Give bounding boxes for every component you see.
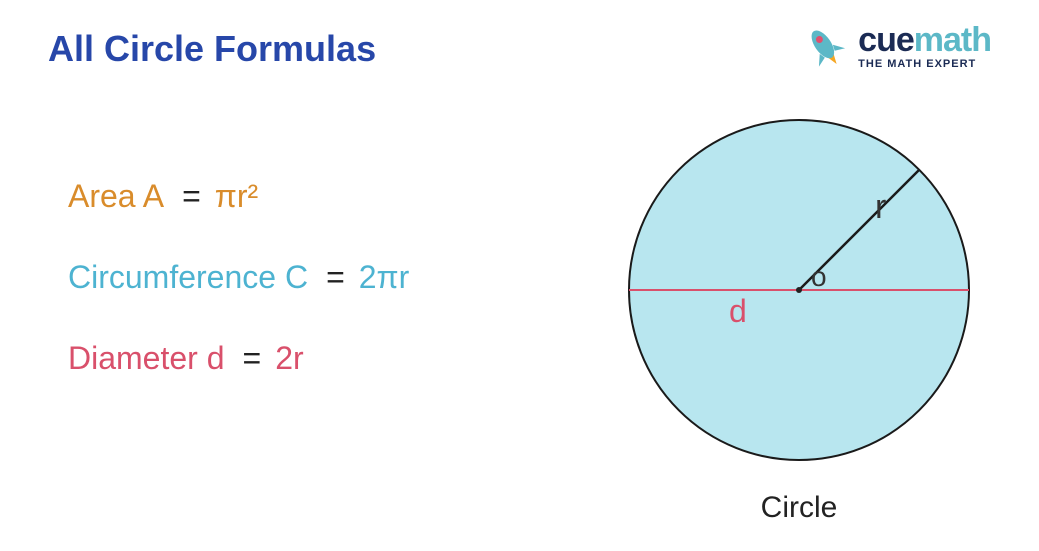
- page-title: All Circle Formulas: [48, 28, 376, 70]
- logo-brand-text: cuemath: [858, 23, 991, 57]
- diagram-caption: Circle: [619, 491, 979, 525]
- area-label: Area A: [68, 178, 164, 215]
- formula-area: Area A = πr²: [68, 178, 409, 215]
- logo-suffix: math: [914, 21, 991, 59]
- formula-list: Area A = πr² Circumference C = 2πr Diame…: [68, 178, 409, 377]
- circle-diagram: o r d Circle: [619, 110, 979, 530]
- logo-prefix: cue: [858, 21, 914, 59]
- circle-svg: o r d: [619, 110, 979, 480]
- formula-diameter: Diameter d = 2r: [68, 340, 409, 377]
- logo-tagline: THE MATH EXPERT: [858, 59, 991, 70]
- circumference-value: 2πr: [359, 259, 410, 296]
- equals-sign: =: [326, 259, 345, 296]
- equals-sign: =: [182, 178, 201, 215]
- diameter-label: Diameter d: [68, 340, 225, 377]
- center-label: o: [811, 261, 827, 292]
- circumference-label: Circumference C: [68, 259, 308, 296]
- diameter-value: 2r: [275, 340, 303, 377]
- center-dot: [796, 287, 802, 293]
- area-value: πr²: [215, 178, 258, 215]
- diameter-label: d: [729, 293, 747, 329]
- brand-logo: cuemath THE MATH EXPERT: [800, 22, 991, 70]
- formula-circumference: Circumference C = 2πr: [68, 259, 409, 296]
- rocket-icon: [800, 22, 848, 70]
- equals-sign: =: [243, 340, 262, 377]
- radius-label: r: [875, 188, 886, 226]
